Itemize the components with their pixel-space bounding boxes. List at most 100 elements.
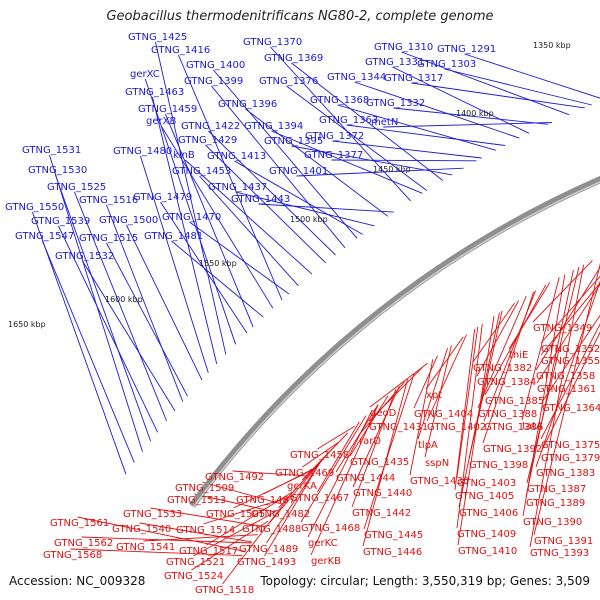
ruler-label: 1350 kbp <box>533 41 571 50</box>
forward-gene-label: GTNG_1531 <box>22 145 81 156</box>
reverse-gene-label: GTNG_1355 <box>541 356 600 367</box>
reverse-gene-label: tatA <box>522 421 543 432</box>
reverse-connector <box>540 282 600 356</box>
forward-connector <box>55 174 152 442</box>
forward-gene-label: GTNG_1463 <box>125 87 184 98</box>
forward-gene-label: GTNG_1547 <box>15 231 74 242</box>
forward-connector <box>245 108 389 217</box>
reverse-gene-label: gerKC <box>308 538 338 549</box>
reverse-gene-label: GTNG_1513 <box>167 495 226 506</box>
forward-connector <box>286 85 427 191</box>
forward-connector <box>235 191 375 227</box>
reverse-gene-label: GTNG_1568 <box>43 550 102 561</box>
forward-connector <box>392 66 530 134</box>
reverse-gene-label: rarD <box>359 436 381 447</box>
forward-connector <box>58 225 159 433</box>
reverse-gene-label: GTNG_1533 <box>123 509 182 520</box>
reverse-gene-label: GTNG_1409 <box>457 529 516 540</box>
reverse-gene-label: GTNG_1487 <box>236 495 295 506</box>
forward-connector <box>152 96 218 365</box>
forward-gene-label: GTNG_1480 <box>113 146 172 157</box>
reverse-gene-label: GTNG_1382 <box>473 363 532 374</box>
forward-gene-label: GTNG_1332 <box>366 98 425 109</box>
reverse-connector <box>310 404 379 556</box>
reverse-connector <box>206 491 293 546</box>
forward-connector <box>144 78 237 345</box>
reverse-gene-label: tlpA <box>418 440 438 451</box>
reverse-connector <box>413 355 438 409</box>
forward-gene-label: GTNG_1372 <box>305 131 364 142</box>
reverse-connector <box>232 470 307 477</box>
forward-connector <box>211 85 346 248</box>
forward-connector <box>74 191 168 422</box>
reverse-connector <box>522 274 566 517</box>
reverse-connector <box>476 300 519 377</box>
reverse-connector <box>77 516 246 552</box>
forward-connector <box>205 144 327 264</box>
forward-connector <box>184 159 313 275</box>
forward-gene-label: GTNG_1453 <box>172 166 231 177</box>
forward-connector <box>331 159 477 162</box>
ruler-label: 1400 kbp <box>456 109 494 118</box>
reverse-connector <box>202 481 283 505</box>
forward-connector <box>199 175 299 287</box>
forward-connector <box>213 69 358 239</box>
forward-connector <box>337 104 497 151</box>
ruler-label: 1450 kbp <box>373 165 411 174</box>
forward-connector <box>346 124 506 146</box>
reverse-gene-label: GTNG_1410 <box>458 546 517 557</box>
reverse-connector <box>525 269 574 498</box>
reverse-connector <box>477 295 527 409</box>
reverse-gene-label: GTNG_1393 <box>530 548 589 559</box>
reverse-gene-label: GTNG_1482 <box>251 509 310 520</box>
reverse-connector <box>193 511 277 557</box>
forward-connector <box>444 68 592 106</box>
reverse-gene-label: GTNG_1467 <box>290 493 349 504</box>
reverse-gene-label: GTNG_1431 <box>369 422 428 433</box>
forward-connector <box>165 113 254 328</box>
reverse-gene-label: GTNG_1505 <box>206 509 265 520</box>
reverse-connector <box>264 458 323 557</box>
reverse-connector <box>409 359 434 476</box>
reverse-gene-label: GTNG_1521 <box>166 557 225 568</box>
forward-gene-label: GTNG_1377 <box>304 150 363 161</box>
reverse-connector <box>302 442 339 468</box>
reverse-connector <box>139 522 253 543</box>
forward-connector <box>383 122 552 128</box>
reverse-connector <box>536 283 600 384</box>
reverse-connector <box>472 302 515 363</box>
reverse-gene-label: gerKB <box>311 556 341 567</box>
forward-connector <box>258 203 394 213</box>
reverse-connector <box>351 388 397 508</box>
reverse-gene-label: GTNG_1458 <box>290 450 349 461</box>
ruler-label: 1600 kbp <box>105 295 143 304</box>
reverse-connector <box>191 520 269 571</box>
accession-text: Accession: NC_009328 <box>9 574 146 588</box>
reverse-gene-label: deoD <box>370 408 397 419</box>
reverse-gene-label: GTNG_1440 <box>353 488 412 499</box>
forward-gene-label: GTNG_1368 <box>310 95 369 106</box>
reverse-connector <box>457 315 495 546</box>
forward-gene-label: GTNG_1437 <box>208 182 267 193</box>
reverse-gene-label: GTNG_1442 <box>352 508 411 519</box>
forward-gene-label: GTNG_1331 <box>365 57 424 68</box>
reverse-gene-label: GTNG_1540 <box>112 524 171 535</box>
backbone-highlight <box>192 181 600 508</box>
reverse-gene-label: GTNG_1383 <box>536 468 595 479</box>
reverse-gene-label: GTNG_1488 <box>242 524 301 535</box>
reverse-gene-label: GTNG_1518 <box>195 585 254 596</box>
forward-connector <box>32 211 127 475</box>
genome-backbone <box>189 176 600 508</box>
reverse-gene-label: GTNG_1391 <box>534 536 593 547</box>
reverse-connector <box>300 415 367 523</box>
forward-connector <box>393 107 548 125</box>
forward-gene-label: GTNG_1459 <box>138 104 197 115</box>
forward-connector <box>82 260 176 412</box>
reverse-connector <box>521 277 560 421</box>
forward-gene-label: GTNG_1395 <box>264 136 323 147</box>
forward-gene-label: GTNG_1425 <box>128 32 187 43</box>
forward-gene-label: GTNG_1370 <box>243 37 302 48</box>
forward-connector <box>126 224 203 381</box>
reverse-gene-label: sspN <box>425 458 449 469</box>
